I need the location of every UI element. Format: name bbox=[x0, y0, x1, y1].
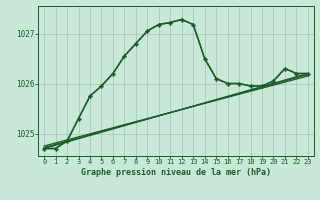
X-axis label: Graphe pression niveau de la mer (hPa): Graphe pression niveau de la mer (hPa) bbox=[81, 168, 271, 177]
